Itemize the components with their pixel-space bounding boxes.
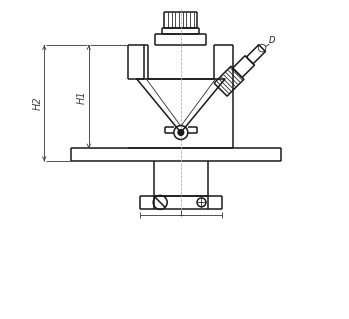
Text: H2: H2 <box>32 96 42 110</box>
Text: H1: H1 <box>77 90 87 104</box>
Circle shape <box>178 130 184 135</box>
Text: D: D <box>269 36 276 45</box>
